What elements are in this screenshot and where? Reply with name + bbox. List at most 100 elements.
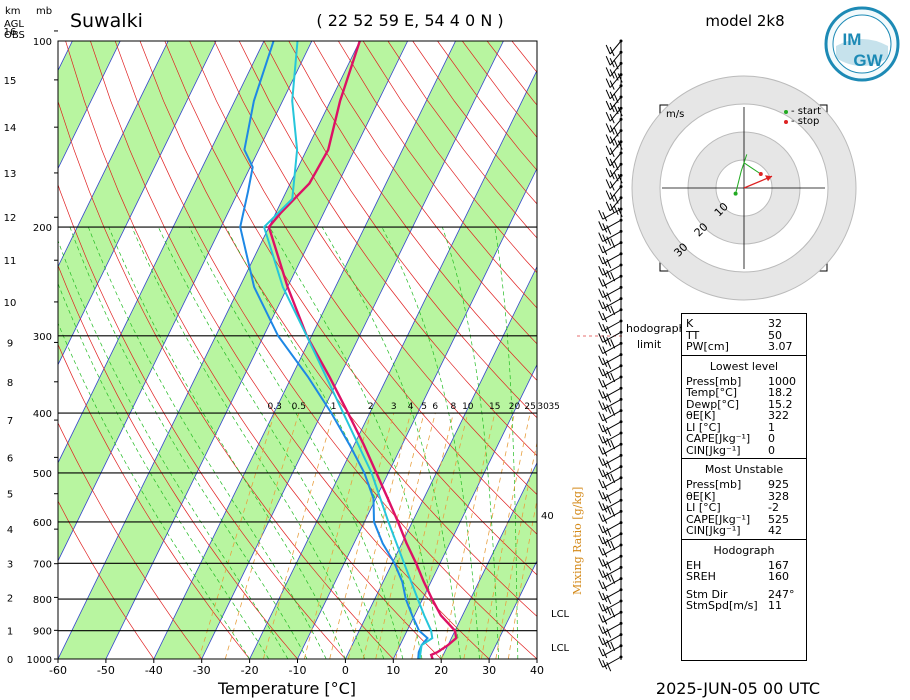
general-indices: K 32 TT 50 PW[cm] 3.07 bbox=[682, 314, 806, 353]
barb-feather bbox=[602, 413, 608, 423]
barb-dot bbox=[619, 364, 623, 368]
barb-dot bbox=[619, 610, 623, 614]
barb-feather bbox=[605, 179, 611, 189]
dry-adiabat bbox=[189, 41, 537, 535]
barb-feather bbox=[598, 467, 604, 477]
barb-feather bbox=[598, 321, 604, 332]
barb-dot bbox=[619, 274, 623, 278]
barb-feather bbox=[598, 557, 604, 567]
barb-staff bbox=[602, 208, 622, 220]
wind-barb bbox=[605, 95, 623, 117]
barb-feather bbox=[598, 265, 604, 276]
height-tick-label: 16 bbox=[4, 27, 17, 38]
index-name: θE[K] bbox=[686, 409, 716, 422]
barb-feather bbox=[598, 657, 604, 668]
height-tick-label: 1 bbox=[7, 626, 13, 637]
wind-barb bbox=[598, 509, 623, 524]
barb-feather bbox=[609, 192, 615, 202]
wind-barb bbox=[598, 263, 623, 282]
barb-feather bbox=[598, 568, 604, 578]
barb-dot bbox=[619, 50, 623, 54]
wind-barb bbox=[598, 229, 623, 248]
wind-barb bbox=[598, 207, 623, 222]
height-tick-label: 15 bbox=[4, 76, 17, 87]
barb-feather bbox=[598, 411, 604, 421]
barb-staff bbox=[602, 499, 622, 511]
index-row: LI [°C] -2 bbox=[682, 502, 806, 514]
index-value: 247° bbox=[768, 587, 795, 601]
isotherm-line bbox=[105, 41, 409, 659]
index-name: Stm Dir bbox=[686, 587, 728, 601]
barb-feather bbox=[602, 402, 608, 412]
barb-staff bbox=[602, 264, 622, 276]
barb-staff bbox=[602, 275, 622, 287]
wind-barb bbox=[598, 554, 623, 571]
barb-feather bbox=[617, 140, 623, 150]
index-row: Stm Dir 247° bbox=[682, 587, 806, 601]
pressure-tick-label: 700 bbox=[33, 559, 52, 570]
barb-feather bbox=[605, 145, 611, 156]
wind-barb bbox=[605, 151, 623, 171]
barb-feather bbox=[602, 659, 608, 670]
barb-staff bbox=[602, 242, 622, 254]
indices-panel: K 32 TT 50 PW[cm] 3.07 Lowest level Press[m… bbox=[681, 313, 807, 661]
barb-dot bbox=[619, 577, 623, 581]
wind-barb bbox=[598, 644, 623, 659]
barb-feather bbox=[602, 245, 608, 255]
barb-feather bbox=[606, 572, 612, 582]
barb-feather bbox=[606, 404, 612, 414]
index-name: SREH bbox=[686, 570, 716, 583]
barb-feather bbox=[598, 400, 604, 410]
barb-feather bbox=[598, 613, 604, 623]
barb-feather bbox=[606, 471, 612, 481]
barb-feather bbox=[617, 73, 623, 83]
mixing-ratio-label: 5 bbox=[421, 402, 427, 412]
barb-feather bbox=[609, 136, 615, 146]
barb-feather bbox=[602, 503, 608, 513]
mixing-ratio-label: 25 bbox=[524, 402, 535, 412]
barb-dot bbox=[619, 117, 623, 121]
barb-feather bbox=[598, 254, 604, 265]
barb-feather bbox=[606, 269, 612, 280]
barb-feather bbox=[602, 279, 608, 289]
barb-feather bbox=[602, 615, 608, 625]
barb-staff bbox=[609, 107, 622, 122]
barb-feather bbox=[602, 626, 608, 636]
most-unstable-indices: Press[mb] 925 θE[K] 328 LI [°C] -2 CAPE[Jkg… bbox=[682, 479, 806, 537]
index-name: Press[mb] bbox=[686, 478, 742, 491]
wind-barb bbox=[605, 73, 623, 90]
barb-feather bbox=[602, 256, 608, 267]
wind-barb bbox=[598, 633, 623, 651]
barb-feather bbox=[606, 258, 612, 269]
isotherm-line bbox=[58, 41, 121, 170]
wind-barb bbox=[598, 409, 623, 423]
barb-dot bbox=[619, 476, 623, 480]
wind-barbs bbox=[598, 39, 623, 672]
barb-staff bbox=[602, 421, 622, 433]
isotherm-band bbox=[153, 41, 504, 659]
barb-feather bbox=[605, 111, 611, 122]
storm-motion-arrowhead bbox=[765, 175, 772, 182]
index-row: EH 167 bbox=[682, 559, 806, 572]
barb-staff bbox=[602, 454, 622, 467]
barb-feather bbox=[606, 460, 612, 470]
isotherm-line bbox=[153, 41, 456, 659]
wind-barb bbox=[598, 588, 623, 605]
barb-dot bbox=[619, 61, 623, 65]
hodograph-trace bbox=[735, 154, 762, 194]
barb-staff bbox=[602, 443, 622, 455]
barb-staff bbox=[602, 398, 622, 411]
barb-feather bbox=[602, 570, 608, 580]
index-name: K bbox=[686, 317, 694, 330]
barb-dot bbox=[619, 409, 623, 413]
index-value: 0 bbox=[768, 443, 775, 457]
barb-staff bbox=[602, 410, 622, 422]
barb-feather bbox=[609, 113, 615, 124]
barb-feather bbox=[598, 344, 604, 354]
temperature-tick-label: -20 bbox=[241, 664, 259, 677]
barb-feather bbox=[602, 290, 608, 300]
divider bbox=[682, 538, 806, 540]
barb-feather bbox=[609, 57, 615, 68]
barb-dot bbox=[619, 229, 623, 233]
